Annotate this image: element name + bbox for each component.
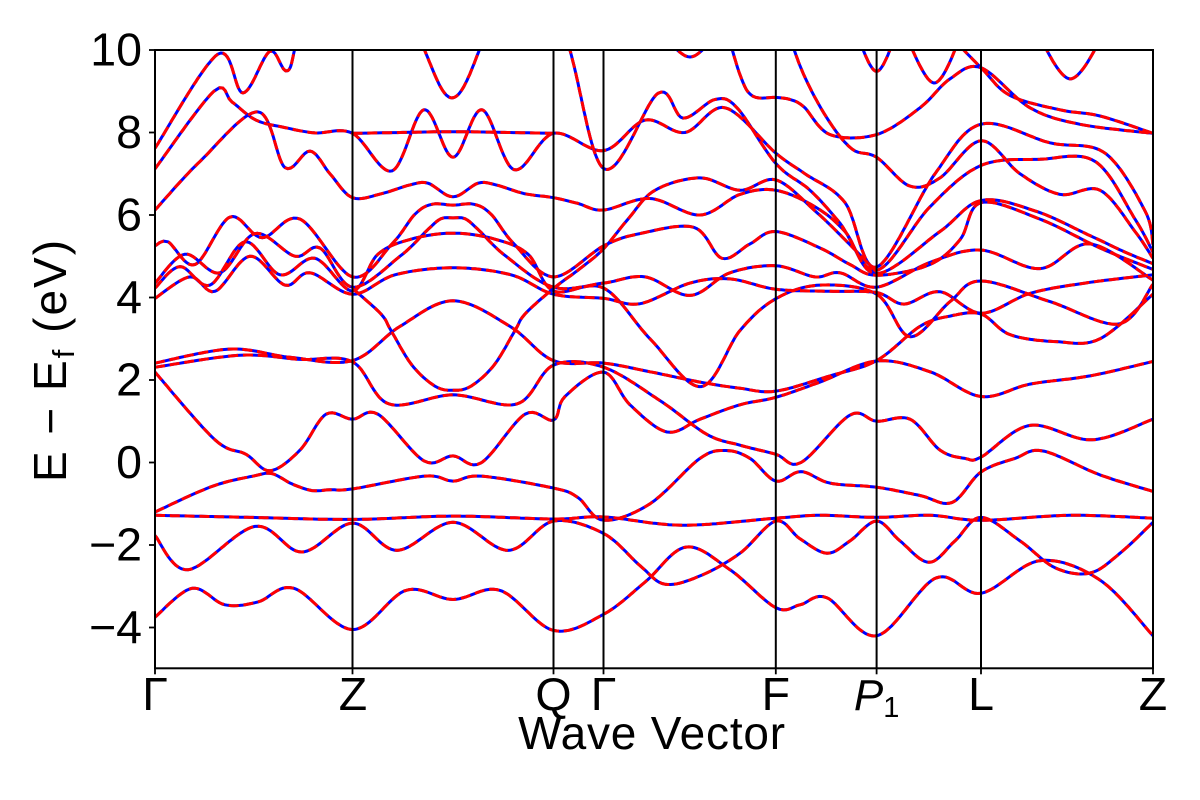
svg-text:−4: −4 — [89, 601, 142, 653]
svg-text:Γ: Γ — [142, 668, 168, 720]
svg-text:L: L — [968, 668, 994, 720]
svg-text:0: 0 — [116, 436, 142, 488]
svg-text:−2: −2 — [89, 519, 142, 571]
svg-text:2: 2 — [116, 354, 142, 406]
svg-text:E − Ef (eV): E − Ef (eV) — [24, 238, 81, 482]
svg-text:F: F — [762, 668, 790, 720]
svg-text:8: 8 — [116, 106, 142, 158]
svg-text:Z: Z — [339, 668, 367, 720]
svg-text:Γ: Γ — [591, 668, 617, 720]
svg-text:Z: Z — [1139, 668, 1167, 720]
svg-text:10: 10 — [90, 24, 142, 76]
svg-text:P1: P1 — [854, 671, 900, 724]
svg-text:6: 6 — [116, 189, 142, 241]
svg-text:4: 4 — [116, 271, 142, 323]
svg-text:Q: Q — [535, 668, 571, 720]
svg-text:Wave Vector: Wave Vector — [518, 707, 786, 759]
